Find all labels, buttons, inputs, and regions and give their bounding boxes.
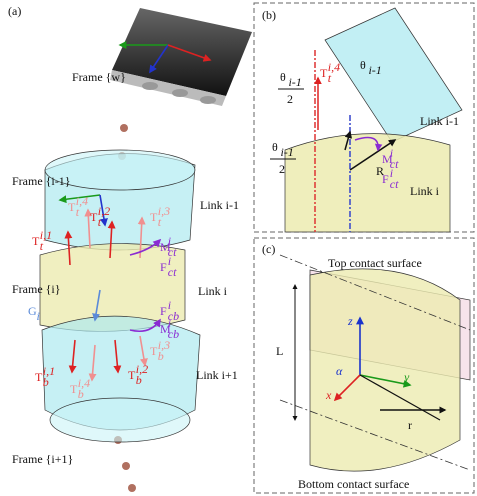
symbol-base: T — [320, 66, 328, 80]
label: Top contact surface — [328, 256, 422, 270]
label: R — [376, 164, 384, 178]
symbol-base: T — [70, 382, 78, 396]
label: (a) — [8, 4, 21, 18]
label: Link i-1 — [420, 114, 459, 128]
label: Link i — [198, 284, 228, 298]
symbol-base: T — [128, 368, 136, 382]
symbol-sub: b — [158, 349, 164, 363]
label: Link i — [410, 184, 440, 198]
figure: (a) Frame {w} Frame {i-1} Frame {i} Frame {i… — [0, 0, 477, 496]
symbol-sub: i-1 — [280, 145, 293, 159]
symbol-sub: i — [36, 309, 39, 323]
symbol-den: 2 — [279, 162, 285, 176]
link-bodies — [40, 150, 200, 442]
symbol-base: θ — [272, 140, 278, 154]
label: Frame {i+1} — [12, 452, 73, 466]
symbol-sub: i-1 — [368, 63, 381, 77]
label: Frame {i-1} — [12, 174, 71, 188]
symbol-base: T — [32, 234, 40, 248]
robot-base — [110, 8, 252, 106]
symbol-base: T — [150, 344, 158, 358]
label: Frame {w} — [72, 70, 126, 84]
label: L — [276, 344, 283, 358]
symbol-base: T — [150, 210, 158, 224]
symbol-base: T — [35, 370, 43, 384]
symbol-base: θ — [360, 58, 366, 72]
label: (b) — [262, 8, 276, 22]
label: (c) — [262, 242, 275, 256]
symbol-sub: ct — [390, 177, 399, 191]
symbol-sub: b — [43, 375, 49, 389]
symbol-base: F — [160, 260, 167, 274]
axis-label: z — [347, 314, 353, 328]
symbol-base: θ — [280, 70, 286, 84]
axis-label: y — [403, 370, 410, 384]
axis-label: x — [325, 388, 332, 402]
label: Frame {i} — [12, 282, 61, 296]
label: Link i-1 — [200, 198, 239, 212]
symbol-sub: ct — [168, 265, 177, 279]
angle-label: α — [336, 364, 343, 378]
symbol-base: T — [90, 210, 98, 224]
symbol-den: 2 — [287, 92, 293, 106]
label: Link i+1 — [196, 368, 238, 382]
symbol-sub: cb — [168, 327, 179, 341]
symbol-sub: i-1 — [288, 75, 301, 89]
label: r — [408, 418, 412, 432]
symbol-base: T — [68, 200, 76, 214]
symbol-sub: b — [78, 387, 84, 401]
symbol-sub: b — [136, 373, 142, 387]
label: Bottom contact surface — [298, 477, 409, 491]
symbol-base: F — [160, 304, 167, 318]
